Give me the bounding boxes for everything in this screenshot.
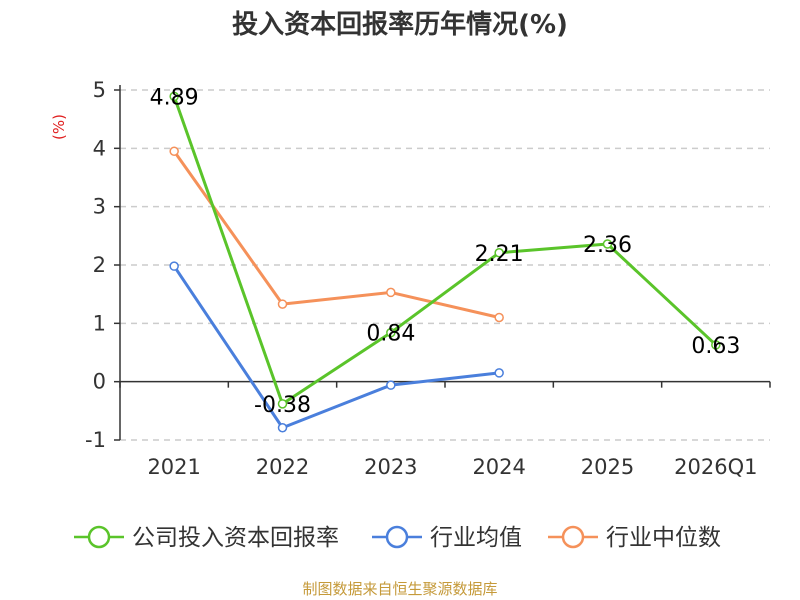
y-tick-label: 1	[93, 311, 106, 335]
y-tick-label: 3	[93, 195, 106, 219]
data-point	[494, 248, 504, 258]
y-tick-label: 2	[93, 253, 106, 277]
data-point	[169, 91, 179, 102]
axes: -1 0 1 2 3 4 5 2021 2022 2023 2024 2025 2026Q1 (%)	[50, 78, 771, 479]
data-point	[386, 287, 396, 298]
series-line	[172, 265, 500, 430]
legend-marker	[87, 525, 111, 549]
data-label: 0.63	[691, 334, 740, 359]
legend: 公司投入资本回报率 行业均值 行业中位数	[74, 525, 721, 551]
data-label: 4.89	[150, 85, 199, 110]
data-label: -0.38	[254, 393, 311, 418]
data-point	[277, 399, 288, 409]
data-point	[386, 327, 396, 338]
series-line	[172, 95, 717, 406]
x-tick-label: 2025	[581, 455, 634, 479]
data-point	[169, 261, 179, 271]
x-tick-label: 2022	[256, 455, 309, 479]
data-point	[494, 368, 504, 378]
data-point	[277, 299, 288, 309]
legend-marker	[561, 525, 585, 549]
y-axis-unit: (%)	[50, 114, 68, 140]
data-point	[711, 340, 721, 350]
data-point	[277, 423, 288, 433]
series-line	[172, 150, 500, 319]
data-labels: 4.89 -0.38 0.84 2.21 2.36 0.63	[150, 85, 741, 417]
gridlines	[120, 89, 770, 441]
data-point	[494, 312, 504, 323]
y-tick-label: 0	[93, 370, 106, 394]
data-point	[386, 380, 396, 390]
y-tick-label: -1	[85, 428, 106, 452]
legend-label: 行业中位数	[606, 525, 721, 551]
data-point	[169, 146, 179, 156]
x-tick-label: 2026Q1	[674, 455, 757, 479]
data-label: 2.36	[583, 233, 632, 258]
y-tick-label: 5	[93, 78, 106, 102]
series	[169, 91, 721, 433]
data-point	[602, 239, 613, 249]
x-tick-label: 2024	[472, 455, 525, 479]
x-tick-label: 2021	[147, 455, 200, 479]
x-tick-label: 2023	[364, 455, 417, 479]
chart-title: 投入资本回报率历年情况(%)	[232, 10, 568, 40]
legend-label: 公司投入资本回报率	[132, 525, 339, 551]
source-note: 制图数据来自恒生聚源数据库	[302, 580, 498, 598]
y-tick-label: 4	[93, 136, 106, 160]
data-label: 2.21	[475, 242, 524, 267]
legend-label: 行业均值	[430, 525, 522, 551]
legend-marker	[385, 525, 409, 549]
data-label: 0.84	[366, 322, 415, 347]
